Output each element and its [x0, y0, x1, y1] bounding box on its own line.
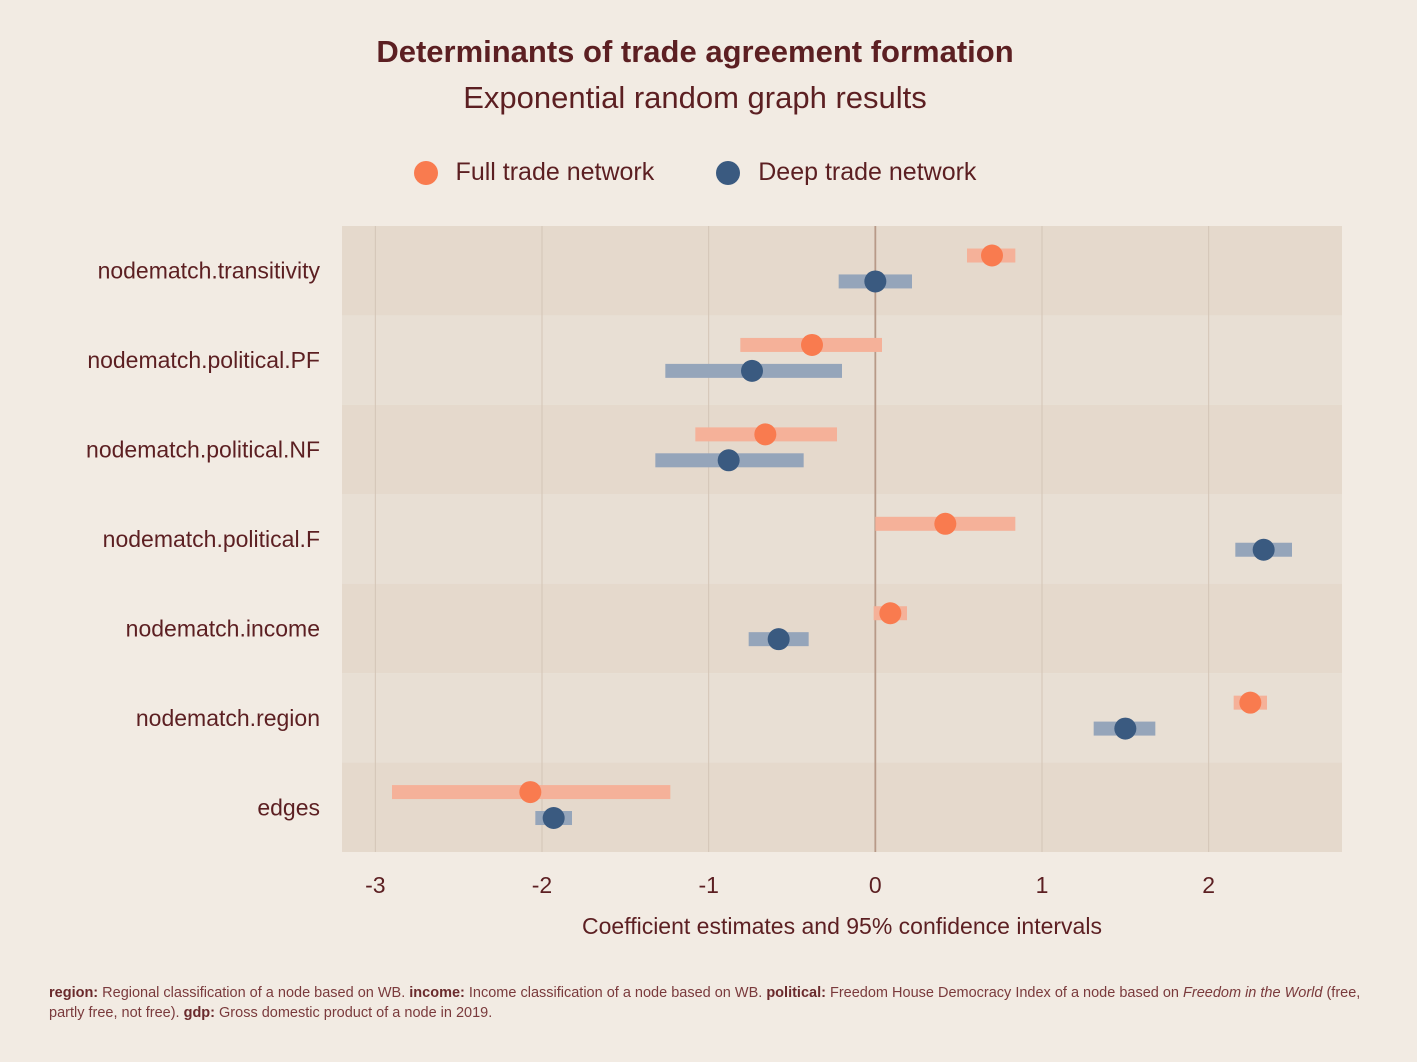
x-tick-label: 2: [1202, 872, 1215, 898]
estimate-point: [879, 602, 902, 625]
caption-term-region: region:: [49, 985, 99, 1001]
estimate-point: [864, 270, 887, 293]
chart-subtitle: Exponential random graph results: [463, 80, 927, 115]
estimate-point: [934, 512, 957, 535]
caption-text-gdp: Gross domestic product of a node in 2019…: [215, 1005, 493, 1021]
row-band: [342, 404, 1342, 495]
estimate-point: [1114, 717, 1137, 740]
caption-text-political: Freedom House Democracy Index of a node …: [825, 985, 1184, 1001]
chart-title: Determinants of trade agreement formatio…: [376, 34, 1014, 69]
footnote-caption: region: Regional classification of a nod…: [49, 983, 1379, 1023]
legend-item-deep: Deep trade network: [716, 158, 976, 187]
estimate-point: [1252, 538, 1275, 561]
x-axis-label: Coefficient estimates and 95% confidence…: [582, 913, 1102, 939]
legend-item-full: Full trade network: [413, 158, 655, 187]
estimate-point: [767, 628, 790, 651]
x-tick-label: -2: [532, 872, 552, 898]
estimate-point: [542, 807, 565, 830]
estimate-point: [519, 781, 542, 804]
y-category-label: nodematch.region: [136, 705, 320, 731]
caption-text-region: Regional classification of a node based …: [98, 985, 410, 1001]
estimate-point: [981, 244, 1003, 267]
legend-swatch-full: [413, 160, 438, 185]
caption-term-political: political:: [766, 985, 826, 1001]
y-category-label: nodematch.political.PF: [87, 347, 320, 373]
caption-source-title: Freedom in the World: [1183, 985, 1323, 1001]
legend-label-full: Full trade network: [455, 158, 655, 186]
row-band: [342, 583, 1342, 674]
estimate-point: [717, 449, 740, 472]
legend-label-deep: Deep trade network: [758, 158, 977, 186]
row-band: [342, 673, 1342, 763]
estimate-point: [741, 359, 763, 382]
x-tick-label: -1: [698, 872, 718, 898]
estimate-point: [1239, 691, 1262, 714]
caption-text-political-levels: (free, partly free, not free).: [49, 985, 1361, 1021]
y-category-label: nodematch.political.F: [103, 526, 320, 552]
caption-term-gdp: gdp:: [183, 1005, 215, 1021]
row-band: [342, 494, 1342, 584]
x-tick-label: 0: [869, 872, 882, 898]
x-tick-label: 1: [1036, 872, 1049, 898]
y-category-label: nodematch.income: [126, 615, 320, 641]
estimate-point: [801, 333, 823, 356]
caption-text-income: Income classification of a node based on…: [464, 985, 767, 1001]
row-band: [342, 315, 1342, 405]
caption-term-income: income:: [409, 985, 465, 1001]
legend: Full trade network Deep trade network: [0, 158, 1390, 187]
y-category-label: edges: [257, 794, 320, 820]
legend-swatch-deep: [716, 160, 741, 185]
row-band: [342, 762, 1342, 852]
estimate-point: [754, 423, 777, 446]
y-category-label: nodematch.transitivity: [98, 258, 321, 284]
x-tick-label: -3: [365, 872, 385, 898]
y-category-label: nodematch.political.NF: [86, 437, 320, 463]
row-band: [342, 226, 1342, 316]
